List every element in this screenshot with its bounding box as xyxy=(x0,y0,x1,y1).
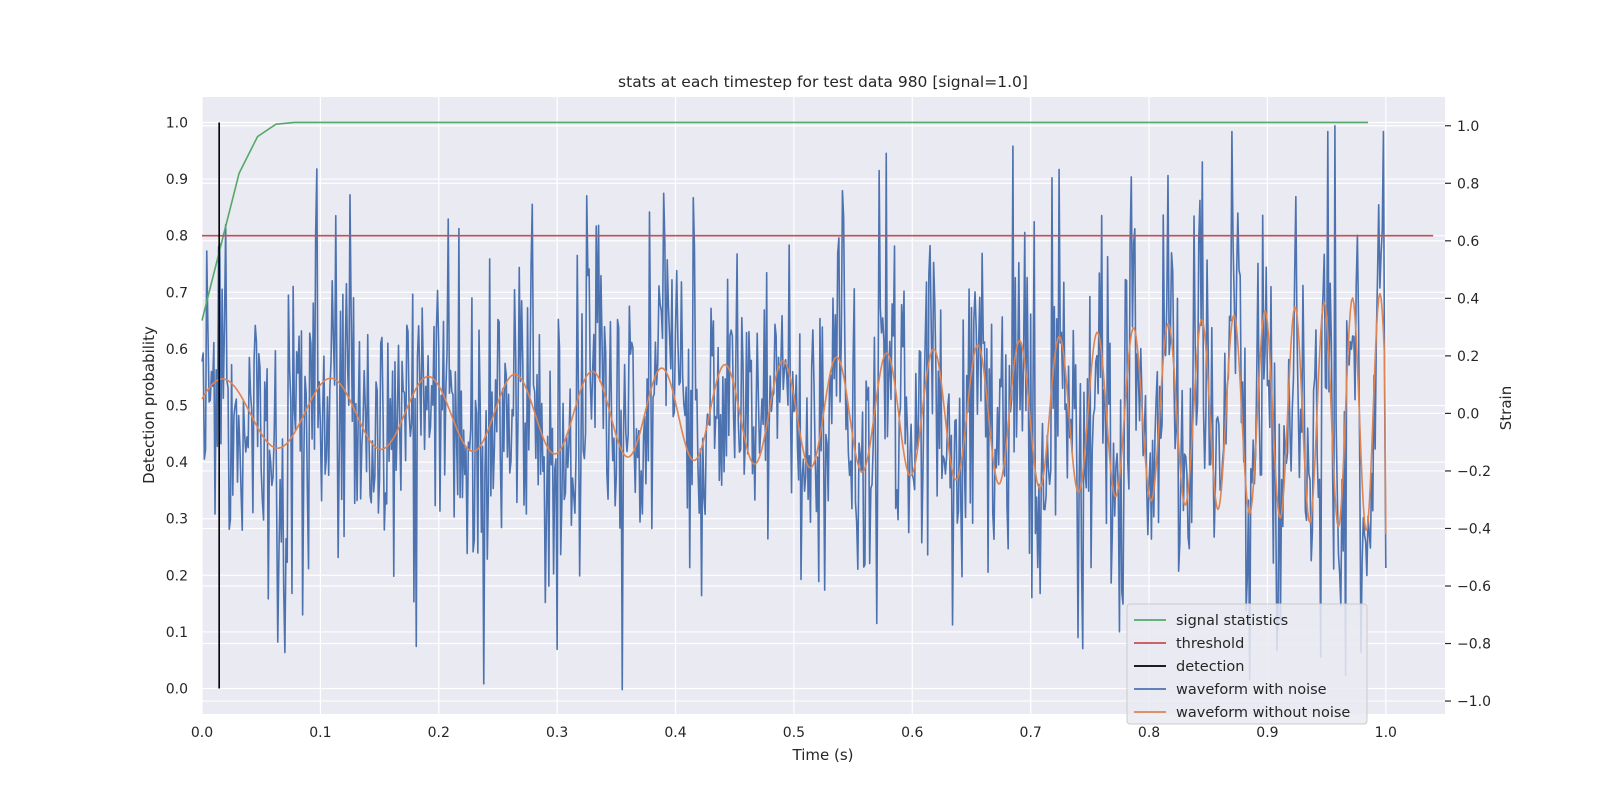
right-y-axis-label: Strain xyxy=(1497,386,1515,430)
x-tick-label: 0.1 xyxy=(309,725,331,741)
x-tick-label: 0.2 xyxy=(428,725,450,741)
right-y-tick-label: 1.0 xyxy=(1457,119,1479,135)
data-lines xyxy=(201,121,1434,691)
right-y-tick-label: −1.0 xyxy=(1457,694,1491,710)
waveform-with-noise-line xyxy=(201,124,1387,691)
left-y-axis-label: Detection probability xyxy=(140,326,158,484)
left-y-tick-label: 0.6 xyxy=(166,342,188,358)
x-tick-label: 0.3 xyxy=(546,725,568,741)
x-tick-label: 0.5 xyxy=(783,725,805,741)
x-tick-label: 0.8 xyxy=(1138,725,1160,741)
x-tick-label: 0.6 xyxy=(901,725,923,741)
left-y-tick-label: 0.1 xyxy=(166,625,188,641)
right-y-tick-label: 0.6 xyxy=(1457,234,1479,250)
legend-label: threshold xyxy=(1176,636,1244,652)
legend-label: signal statistics xyxy=(1176,613,1288,629)
x-tick-label: 0.4 xyxy=(664,725,686,741)
right-y-tick-label: 0.4 xyxy=(1457,291,1479,307)
left-y-tick-label: 0.4 xyxy=(166,455,188,471)
legend-label: detection xyxy=(1176,659,1244,675)
x-tick-label: 0.9 xyxy=(1256,725,1278,741)
legend-label: waveform with noise xyxy=(1176,682,1327,698)
legend-label: waveform without noise xyxy=(1176,705,1350,721)
legend-box xyxy=(1126,603,1368,725)
right-y-tick-label: −0.4 xyxy=(1457,521,1491,537)
left-y-tick-label: 0.2 xyxy=(166,568,188,584)
waveform-without-noise-line xyxy=(201,292,1387,535)
chart-title: stats at each timestep for test data 980… xyxy=(618,73,1028,91)
right-y-tick-label: 0.0 xyxy=(1457,406,1479,422)
legend: signal statistics threshold detection wavef… xyxy=(1126,603,1368,725)
left-y-tick-label: 0.7 xyxy=(166,285,188,301)
left-y-tick-label: 0.9 xyxy=(166,172,188,188)
right-y-tick-label: 0.8 xyxy=(1457,176,1479,192)
signal-statistics-line xyxy=(201,121,1369,321)
x-tick-label: 0.0 xyxy=(191,725,213,741)
right-y-tick-label: −0.8 xyxy=(1457,637,1491,653)
x-tick-label: 0.7 xyxy=(1020,725,1042,741)
left-y-axis: 0.0 0.1 0.2 0.3 0.4 0.5 0.6 0.7 0.8 0.9 1.0 xyxy=(166,115,188,697)
left-y-tick-label: 1.0 xyxy=(166,115,188,131)
left-y-tick-label: 0.8 xyxy=(166,229,188,245)
left-y-tick-label: 0.3 xyxy=(166,512,188,528)
right-y-tick-label: −0.2 xyxy=(1457,464,1491,480)
x-axis: 0.0 0.1 0.2 0.3 0.4 0.5 0.6 0.7 0.8 0.9 1.0 xyxy=(191,725,1397,741)
left-y-tick-label: 0.0 xyxy=(166,682,188,698)
right-y-axis: −1.0 −0.8 −0.6 −0.4 −0.2 0.0 0.2 0.4 0.6 0.8 1.0 xyxy=(1445,119,1491,710)
x-axis-label: Time (s) xyxy=(792,746,854,764)
left-y-tick-label: 0.5 xyxy=(166,399,188,415)
right-y-tick-label: 0.2 xyxy=(1457,349,1479,365)
x-tick-label: 1.0 xyxy=(1375,725,1397,741)
right-y-tick-label: −0.6 xyxy=(1457,579,1491,595)
